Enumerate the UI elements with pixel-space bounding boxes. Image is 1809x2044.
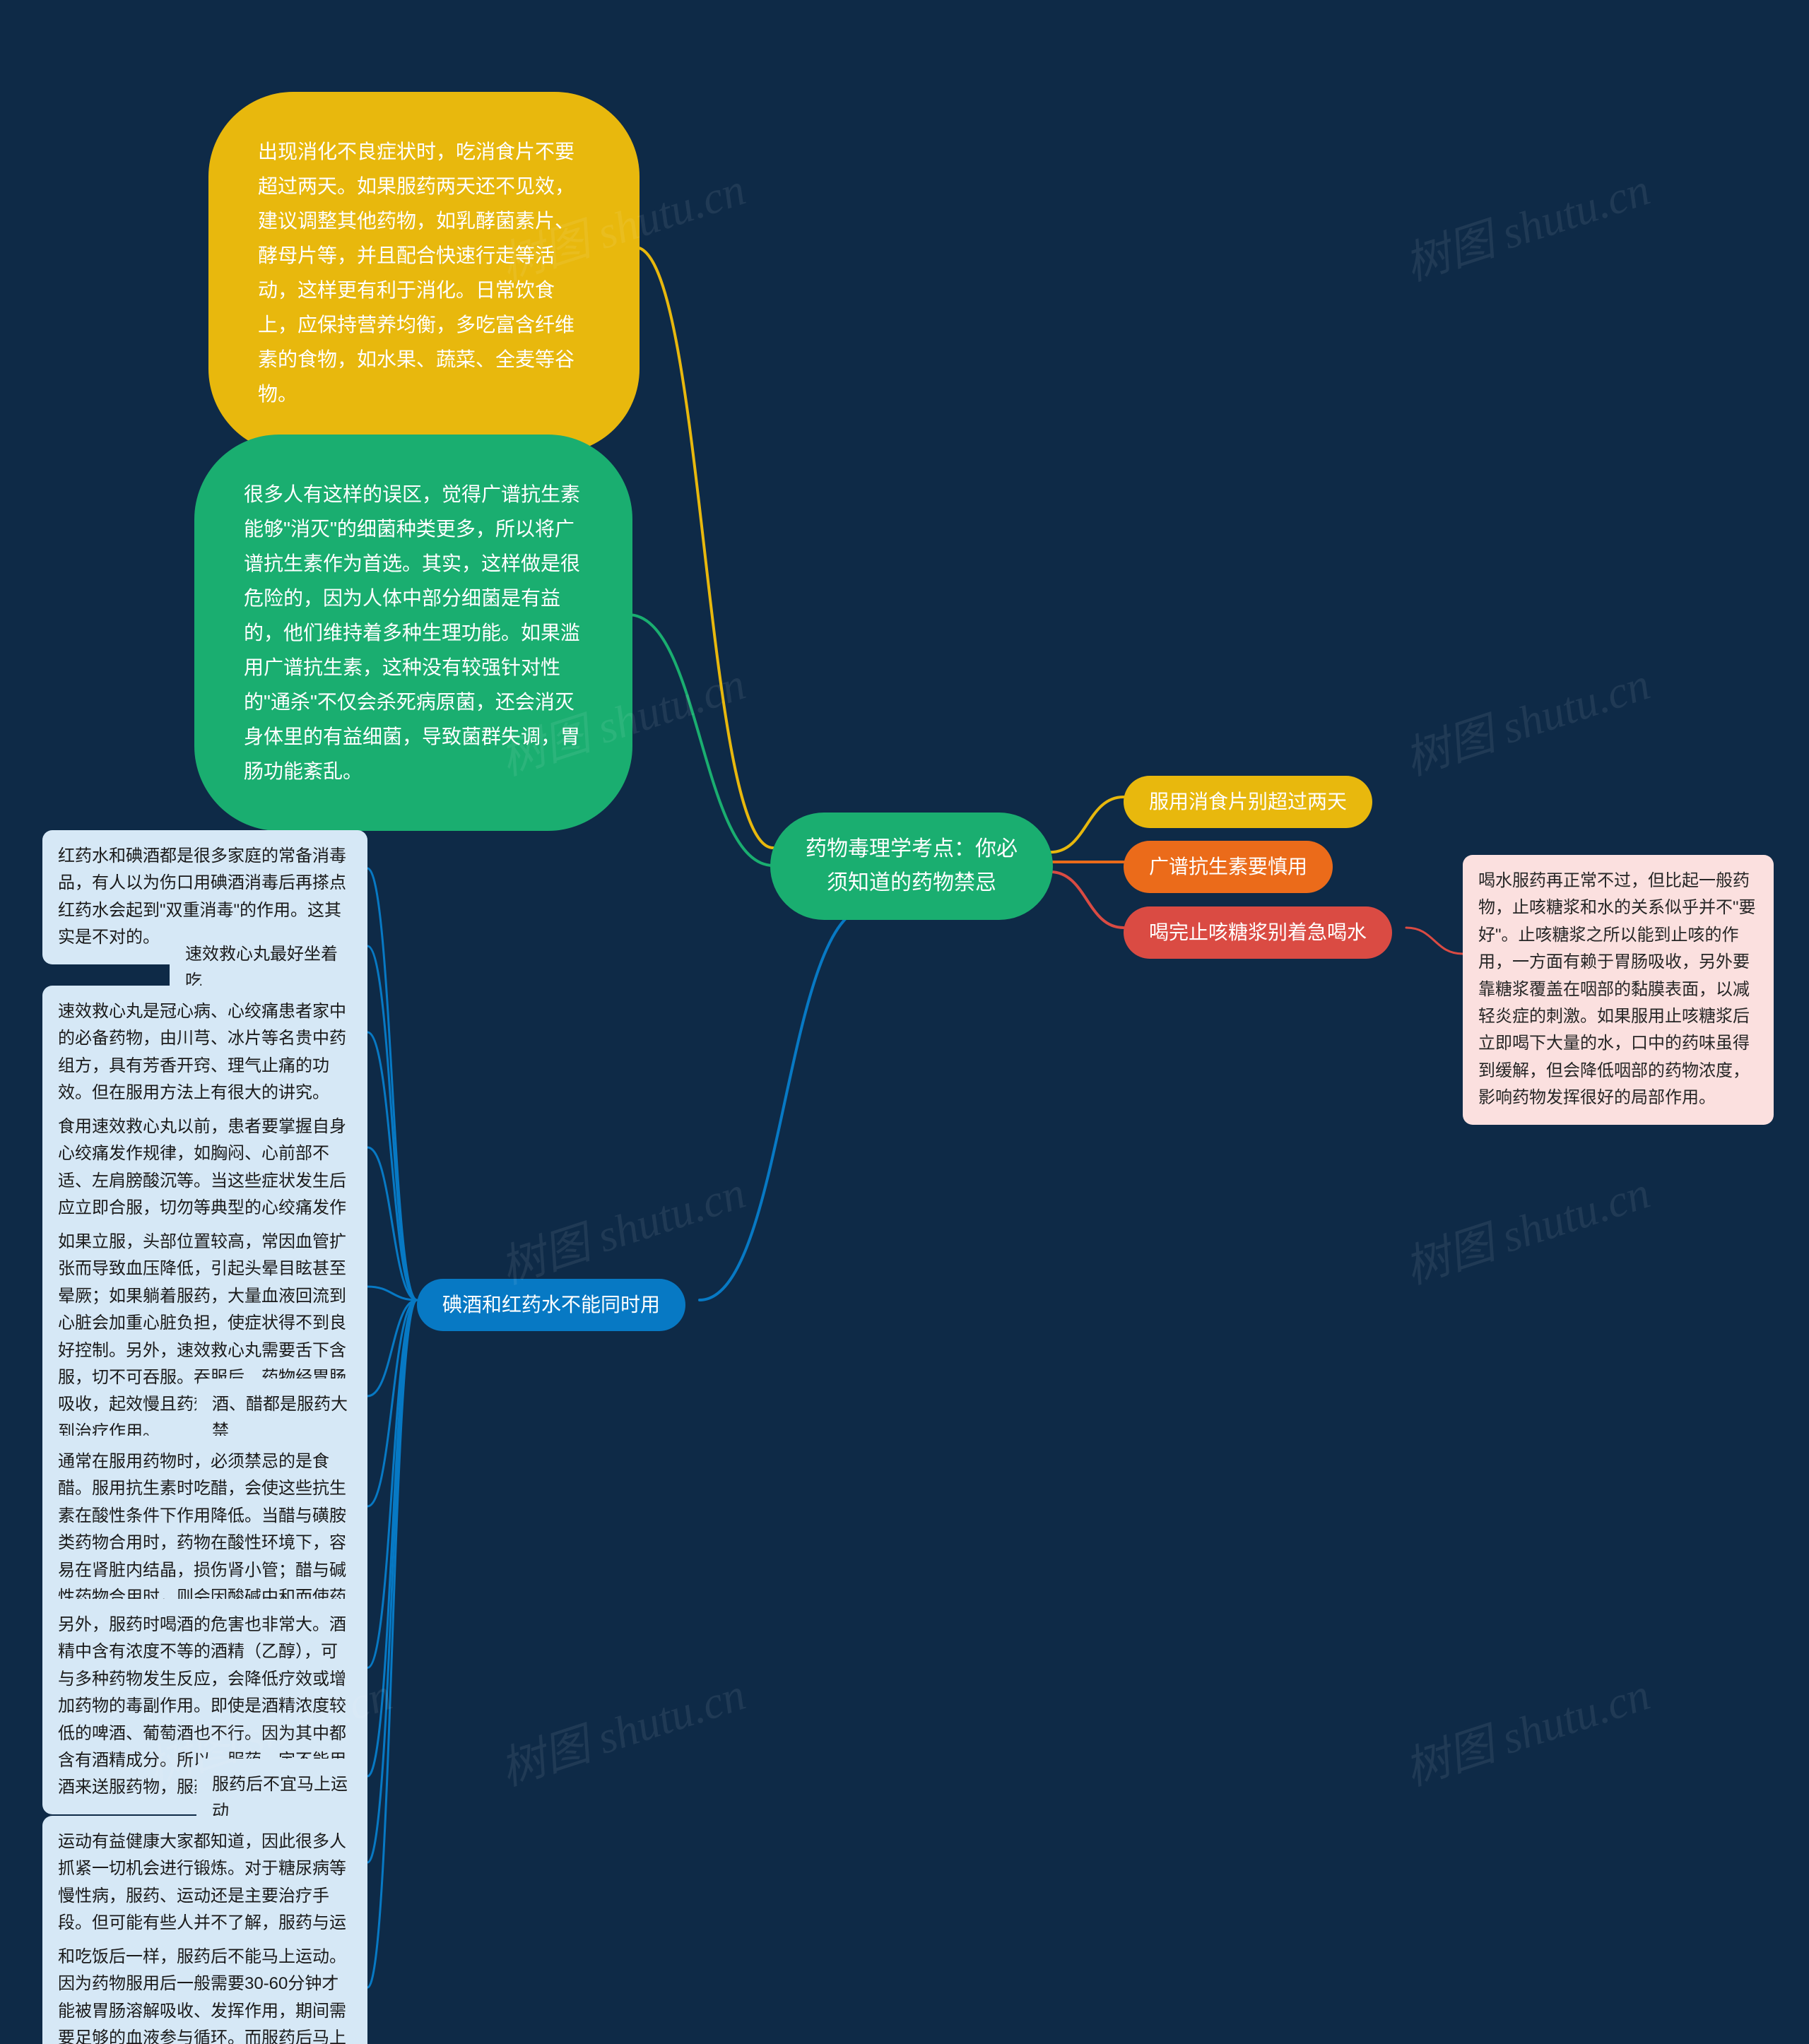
root-node[interactable]: 药物毒理学考点：你必须知道的药物禁忌: [770, 813, 1053, 920]
branch-pill-b1[interactable]: 服用消食片别超过两天: [1124, 776, 1372, 828]
watermark: 树图 shutu.cn: [491, 1658, 753, 1798]
branch-pill-b2[interactable]: 广谱抗生素要慎用: [1124, 841, 1333, 893]
leaf-b4-10: 和吃饭后一样，服药后不能马上运动。因为药物服用后一般需要30-60分钟才能被胃肠…: [42, 1931, 367, 2044]
branch-bubble-b1: 出现消化不良症状时，吃消食片不要超过两天。如果服药两天还不见效，建议调整其他药物…: [208, 92, 640, 454]
watermark: 树图 shutu.cn: [491, 1157, 753, 1296]
leaf-b3-0: 喝水服药再正常不过，但比起一般药物，止咳糖浆和水的关系似乎并不"要好"。止咳糖浆…: [1463, 855, 1774, 1125]
watermark: 树图 shutu.cn: [1396, 1658, 1657, 1798]
branch-pill-b4[interactable]: 碘酒和红药水不能同时用: [417, 1279, 685, 1331]
watermark: 树图 shutu.cn: [1396, 1157, 1657, 1296]
branch-bubble-b2: 很多人有这样的误区，觉得广谱抗生素能够"消灭"的细菌种类更多，所以将广谱抗生素作…: [194, 435, 632, 831]
watermark: 树图 shutu.cn: [1396, 153, 1657, 293]
watermark: 树图 shutu.cn: [1396, 648, 1657, 788]
branch-pill-b3[interactable]: 喝完止咳糖浆别着急喝水: [1124, 906, 1392, 959]
leaf-b4-2: 速效救心丸是冠心病、心绞痛患者家中的必备药物，由川芎、冰片等名贵中药组方，具有芳…: [42, 986, 367, 1120]
